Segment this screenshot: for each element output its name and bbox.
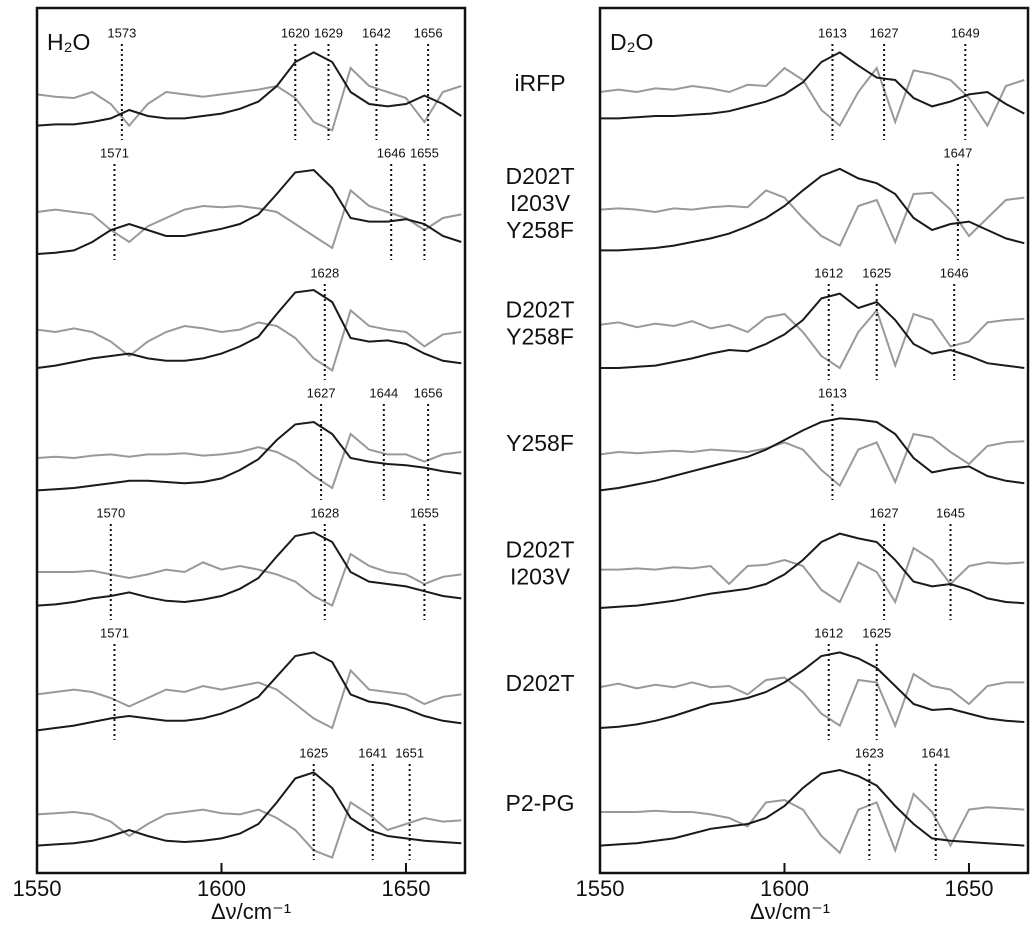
x-tick-label: 1600 xyxy=(197,876,246,901)
peak-label: 1612 xyxy=(814,265,843,280)
peak-label: 1655 xyxy=(410,505,439,520)
peak-label: 1627 xyxy=(307,385,336,400)
spectrum xyxy=(37,668,462,730)
spectrum xyxy=(37,168,462,255)
sample-name: D202T xyxy=(505,297,574,323)
peak-label: 1571 xyxy=(100,625,129,640)
x-axis-label: Δν/cm⁻¹ xyxy=(750,899,830,924)
spectrum xyxy=(600,546,1025,605)
spectrum xyxy=(600,432,1025,488)
spectrum xyxy=(600,651,1025,729)
spectrum xyxy=(37,432,462,490)
spectrum xyxy=(37,420,462,492)
spectrum xyxy=(600,417,1025,492)
sample-name: D202T xyxy=(505,537,574,563)
spectrum xyxy=(600,51,1025,120)
peak-label: 1625 xyxy=(862,625,891,640)
sample-name: Y258F xyxy=(506,217,574,243)
spectrum xyxy=(37,651,462,732)
peak-label: 1623 xyxy=(855,745,884,760)
peak-label: 1628 xyxy=(310,505,339,520)
x-tick-label: 1550 xyxy=(576,876,625,901)
sample-name: iRFP xyxy=(514,70,565,96)
spectrum xyxy=(37,188,462,250)
peak-label: 1571 xyxy=(100,145,129,160)
sample-name: D202T xyxy=(505,670,574,696)
spectrum xyxy=(37,66,462,132)
sample-name: Y258F xyxy=(506,430,574,456)
peak-label: 1570 xyxy=(96,505,125,520)
sample-name: P2-PG xyxy=(505,790,574,816)
sample-name: Y258F xyxy=(506,324,574,350)
sample-name: I203V xyxy=(510,190,571,216)
spectrum xyxy=(37,308,462,372)
peak-label: 1644 xyxy=(369,385,398,400)
peak-label: 1645 xyxy=(936,505,965,520)
x-tick-label: 1650 xyxy=(381,876,430,901)
peak-label: 1613 xyxy=(818,25,847,40)
panel-label: H₂O xyxy=(47,29,90,55)
x-tick-label: 1600 xyxy=(760,876,809,901)
spectrum xyxy=(600,532,1025,609)
peak-label: 1641 xyxy=(921,745,950,760)
peak-label: 1627 xyxy=(870,25,899,40)
peak-label: 1646 xyxy=(940,265,969,280)
spectrum xyxy=(37,531,462,607)
frame xyxy=(598,6,1030,875)
peak-label: 1627 xyxy=(870,505,899,520)
panel-label: D₂O xyxy=(610,29,653,55)
spectrum xyxy=(37,771,462,847)
peak-label: 1649 xyxy=(951,25,980,40)
peak-label: 1625 xyxy=(299,745,328,760)
peak-label: 1629 xyxy=(314,25,343,40)
frame xyxy=(35,6,467,875)
spectrum xyxy=(37,288,462,369)
plot: 1573 1620 1629 1642 1656 1571 1646 1655 1628 1627… xyxy=(37,24,462,860)
peak-label: 1613 xyxy=(818,385,847,400)
peak-label: 1641 xyxy=(358,745,387,760)
spectrum xyxy=(600,65,1025,128)
peak-label: 1651 xyxy=(395,745,424,760)
peak-label: 1612 xyxy=(814,625,843,640)
spectrum xyxy=(600,189,1025,247)
spectrum xyxy=(600,768,1025,847)
spectrum xyxy=(37,552,462,608)
peak-label: 1656 xyxy=(414,25,443,40)
spectrum xyxy=(600,308,1025,370)
x-tick-label: 1550 xyxy=(13,876,62,901)
peak-label: 1647 xyxy=(943,145,972,160)
peak-label: 1628 xyxy=(310,265,339,280)
spectrum xyxy=(37,51,462,127)
peak-label: 1620 xyxy=(281,25,310,40)
x-axis-label: Δν/cm⁻¹ xyxy=(211,899,291,924)
peak-label: 1642 xyxy=(362,25,391,40)
peak-label: 1655 xyxy=(410,145,439,160)
plot: 1613 1627 1649 1647 1612 1625 1646 1613 1627 1645… xyxy=(600,24,1025,860)
peak-label: 1573 xyxy=(107,25,136,40)
peak-label: 1646 xyxy=(377,145,406,160)
spectrum xyxy=(600,167,1025,252)
peak-label: 1625 xyxy=(862,265,891,280)
spectrum xyxy=(37,800,462,859)
sample-name: I203V xyxy=(510,564,571,590)
spectrum xyxy=(600,292,1025,369)
sample-name: D202T xyxy=(505,163,574,189)
x-tick-label: 1650 xyxy=(944,876,993,901)
spectrum xyxy=(600,672,1025,729)
peak-label: 1656 xyxy=(414,385,443,400)
spectrum xyxy=(600,792,1025,855)
